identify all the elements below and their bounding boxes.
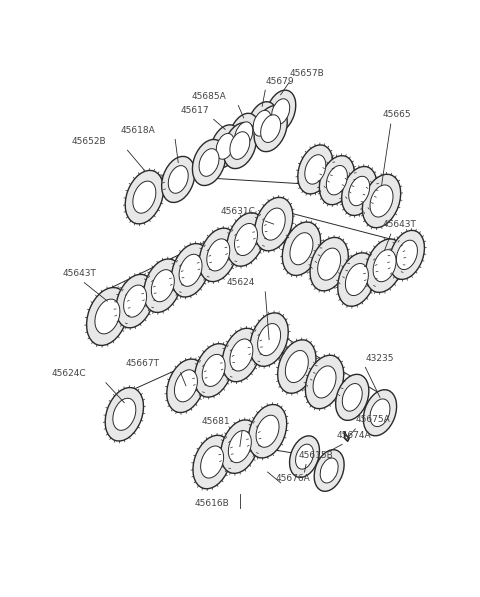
Ellipse shape — [167, 359, 205, 413]
Ellipse shape — [222, 328, 261, 381]
Ellipse shape — [250, 313, 288, 367]
Ellipse shape — [202, 355, 225, 386]
Text: 45617: 45617 — [180, 106, 209, 115]
Ellipse shape — [310, 238, 348, 291]
Ellipse shape — [396, 240, 418, 270]
Text: 45643T: 45643T — [383, 220, 417, 229]
Ellipse shape — [223, 122, 256, 168]
Ellipse shape — [124, 285, 146, 317]
Text: 45615B: 45615B — [299, 451, 333, 460]
Ellipse shape — [290, 233, 313, 265]
Ellipse shape — [338, 253, 376, 306]
Ellipse shape — [174, 370, 197, 402]
Ellipse shape — [319, 156, 354, 205]
Ellipse shape — [261, 115, 281, 143]
Ellipse shape — [305, 355, 344, 409]
Ellipse shape — [289, 436, 320, 478]
Ellipse shape — [105, 387, 144, 441]
Ellipse shape — [116, 275, 154, 328]
Ellipse shape — [133, 181, 156, 213]
Ellipse shape — [363, 390, 396, 436]
Ellipse shape — [207, 239, 230, 271]
Ellipse shape — [199, 149, 219, 176]
Text: 45676A: 45676A — [275, 474, 310, 483]
Text: 45679: 45679 — [265, 76, 294, 85]
Ellipse shape — [370, 399, 390, 427]
Ellipse shape — [194, 344, 233, 397]
Ellipse shape — [171, 244, 210, 297]
Text: 45674A: 45674A — [337, 430, 372, 440]
Text: 45616B: 45616B — [194, 499, 229, 508]
Ellipse shape — [373, 250, 396, 282]
Text: 45624: 45624 — [227, 278, 255, 287]
Ellipse shape — [151, 270, 174, 301]
Ellipse shape — [221, 420, 259, 473]
Ellipse shape — [210, 125, 240, 168]
Ellipse shape — [320, 458, 338, 483]
Ellipse shape — [144, 259, 182, 312]
Ellipse shape — [389, 230, 424, 279]
Text: 45685A: 45685A — [191, 92, 226, 101]
Text: 45681: 45681 — [202, 417, 230, 426]
Ellipse shape — [272, 99, 290, 125]
Ellipse shape — [168, 165, 188, 193]
Ellipse shape — [216, 133, 234, 159]
Text: 45631C: 45631C — [220, 207, 255, 216]
Ellipse shape — [370, 185, 393, 217]
Ellipse shape — [193, 435, 231, 489]
Ellipse shape — [313, 366, 336, 398]
Ellipse shape — [86, 288, 128, 346]
Ellipse shape — [179, 254, 202, 287]
Ellipse shape — [247, 101, 277, 144]
Ellipse shape — [258, 324, 281, 356]
Ellipse shape — [305, 155, 326, 184]
Ellipse shape — [298, 145, 333, 194]
Text: 45657B: 45657B — [289, 69, 324, 78]
Ellipse shape — [162, 156, 195, 202]
Ellipse shape — [192, 140, 226, 186]
Ellipse shape — [125, 170, 164, 224]
Ellipse shape — [228, 113, 259, 156]
Ellipse shape — [365, 239, 404, 293]
Ellipse shape — [348, 176, 370, 206]
Text: 45665: 45665 — [383, 110, 412, 119]
Ellipse shape — [230, 339, 253, 371]
Text: 45652B: 45652B — [71, 137, 106, 146]
Text: 45667T: 45667T — [126, 359, 160, 368]
Text: 43235: 43235 — [365, 353, 394, 363]
Ellipse shape — [227, 213, 265, 266]
Ellipse shape — [296, 444, 313, 469]
Ellipse shape — [254, 106, 287, 152]
Ellipse shape — [318, 248, 341, 280]
Text: 45675A: 45675A — [355, 416, 390, 424]
Ellipse shape — [285, 350, 308, 383]
Ellipse shape — [362, 174, 401, 227]
Ellipse shape — [113, 398, 136, 430]
Ellipse shape — [342, 167, 377, 216]
Ellipse shape — [265, 90, 296, 133]
Ellipse shape — [346, 263, 368, 296]
Ellipse shape — [253, 110, 271, 136]
Ellipse shape — [230, 132, 250, 159]
Ellipse shape — [262, 208, 285, 240]
Ellipse shape — [336, 374, 369, 420]
Ellipse shape — [199, 228, 238, 282]
Ellipse shape — [201, 446, 224, 478]
Ellipse shape — [314, 450, 344, 491]
Ellipse shape — [235, 223, 257, 256]
Text: 45643T: 45643T — [63, 269, 96, 278]
Ellipse shape — [326, 165, 348, 195]
Ellipse shape — [282, 222, 321, 275]
Ellipse shape — [95, 299, 120, 334]
Ellipse shape — [235, 122, 253, 147]
Ellipse shape — [249, 405, 287, 458]
Ellipse shape — [228, 430, 252, 463]
Ellipse shape — [342, 383, 362, 411]
Text: 45618A: 45618A — [120, 126, 155, 135]
Text: 45624C: 45624C — [51, 369, 86, 378]
Ellipse shape — [254, 198, 293, 251]
Ellipse shape — [256, 415, 279, 447]
Ellipse shape — [277, 340, 316, 393]
